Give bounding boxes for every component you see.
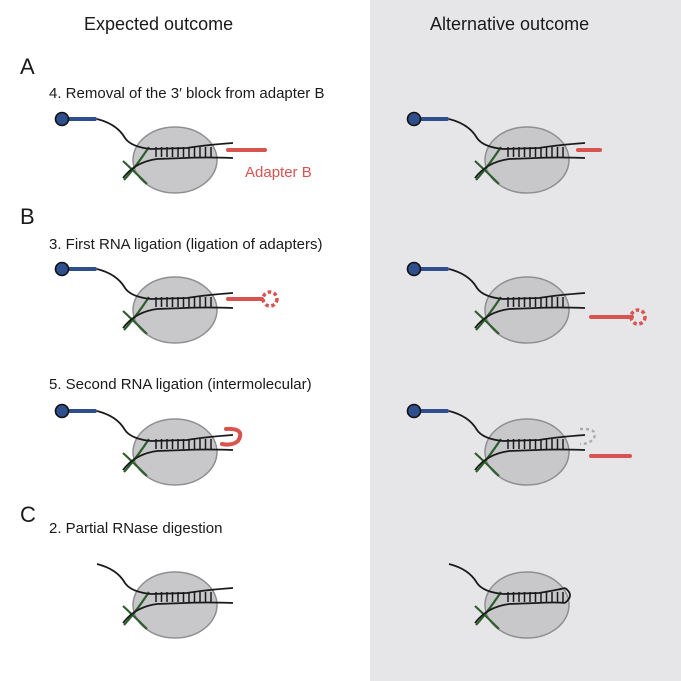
- rna-strand-lower: [122, 448, 234, 471]
- rna-strand-lower: [474, 306, 586, 329]
- crosslink-stroke: [474, 310, 500, 335]
- rna-strand-lower: [122, 601, 234, 624]
- ribosome: [132, 571, 218, 639]
- rna-hairpin-loop: [564, 587, 571, 604]
- rna-strand-upper: [448, 563, 566, 595]
- rna-strand-lower: [474, 156, 586, 179]
- rna-strand-upper: [96, 268, 234, 300]
- ribosome: [484, 418, 570, 486]
- unligated-end-dashed: [579, 427, 596, 446]
- ribosome: [132, 418, 218, 486]
- adapter-a-circle: [406, 403, 422, 419]
- ribosome: [484, 126, 570, 194]
- section-letter-c: C: [20, 502, 36, 527]
- ribosome: [484, 571, 570, 639]
- adapter-b-block-ring: [261, 290, 279, 308]
- section-letter-b: B: [20, 204, 35, 229]
- rna-strand-lower: [122, 306, 234, 329]
- ribosome: [132, 126, 218, 194]
- ribosome: [132, 276, 218, 344]
- crosslink-stroke: [474, 160, 500, 185]
- adapter-b-ligated-loop: [220, 426, 243, 447]
- rna-strand-lower: [474, 448, 586, 471]
- section-letter-a: A: [20, 54, 35, 79]
- rna-strand-upper: [448, 410, 586, 442]
- expected-outcome-header: Expected outcome: [84, 14, 234, 34]
- crosslink-stroke: [122, 605, 148, 630]
- crosslink-stroke: [474, 605, 500, 630]
- alternative-outcome-header: Alternative outcome: [430, 14, 590, 34]
- step-first-rna-ligation: 3. First RNA ligation (ligation of adapt…: [49, 236, 323, 253]
- step-second-rna-ligation: 5. Second RNA ligation (intermolecular): [49, 376, 312, 393]
- step-partial-rnase-digestion: 2. Partial RNase digestion: [49, 520, 223, 537]
- ribosome: [484, 276, 570, 344]
- adapter-a-circle: [54, 111, 70, 127]
- adapter-b-label: Adapter B: [245, 164, 312, 181]
- rna-strand-upper: [96, 118, 234, 150]
- rna-strand-upper: [448, 268, 586, 300]
- rna-strand-upper: [96, 563, 234, 595]
- rna-strand-lower: [474, 601, 566, 624]
- crosslink-stroke: [474, 452, 500, 477]
- crosslink-stroke: [122, 160, 148, 185]
- rna-strand-upper: [96, 410, 234, 442]
- rna-strand-upper: [448, 118, 586, 150]
- adapter-b-block-ring: [629, 308, 647, 326]
- crosslink-stroke: [122, 310, 148, 335]
- adapter-a-circle: [406, 111, 422, 127]
- rna-strand-lower: [122, 156, 234, 179]
- adapter-a-circle: [406, 261, 422, 277]
- crosslink-stroke: [122, 452, 148, 477]
- adapter-a-circle: [54, 403, 70, 419]
- adapter-a-circle: [54, 261, 70, 277]
- step-removal-3-block: 4. Removal of the 3′ block from adapter …: [49, 85, 325, 102]
